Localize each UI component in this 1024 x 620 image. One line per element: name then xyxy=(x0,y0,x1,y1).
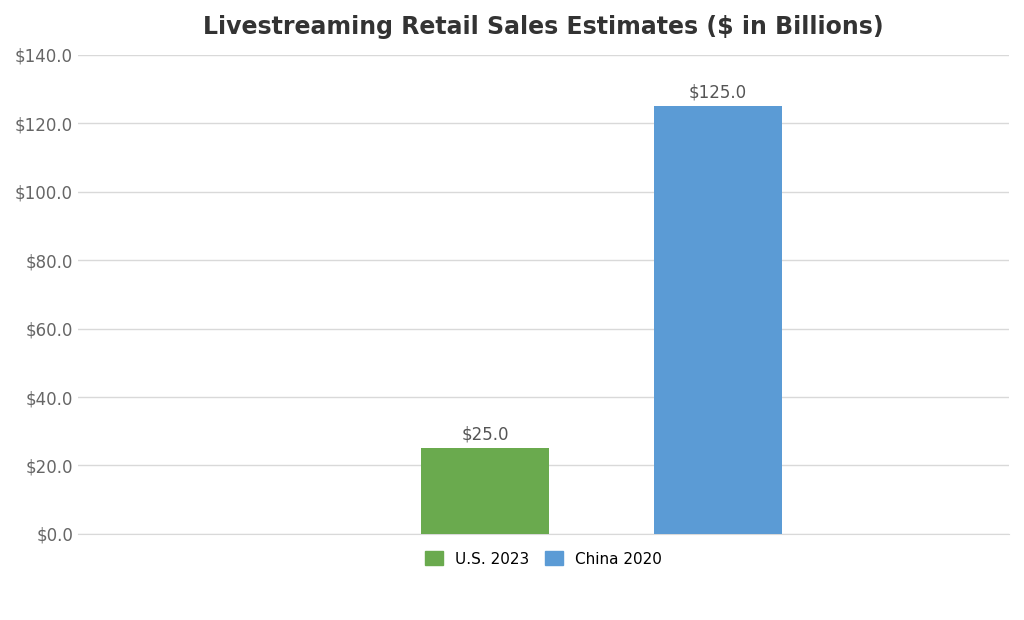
Bar xyxy=(421,448,549,534)
Legend: U.S. 2023, China 2020: U.S. 2023, China 2020 xyxy=(417,544,670,574)
Text: $125.0: $125.0 xyxy=(689,83,748,101)
Bar xyxy=(654,106,782,534)
Title: Livestreaming Retail Sales Estimates ($ in Billions): Livestreaming Retail Sales Estimates ($ … xyxy=(203,15,884,39)
Text: $25.0: $25.0 xyxy=(462,425,509,443)
